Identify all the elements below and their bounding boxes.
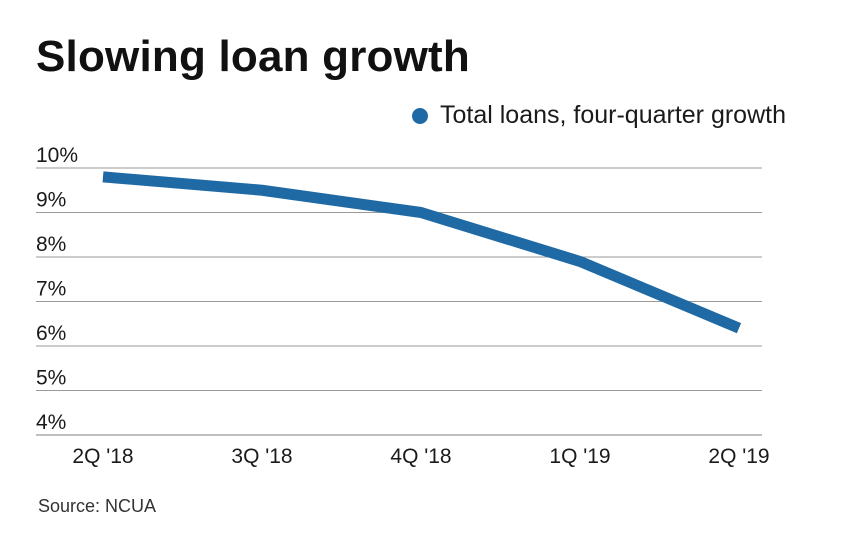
x-tick-label: 3Q '18 [231,445,292,468]
legend-label: Total loans, four-quarter growth [439,101,786,129]
y-tick-label: 7% [36,278,66,301]
y-tick-label: 6% [36,322,66,345]
series-layer [102,171,742,334]
y-axis-tick-labels: 10% 9% 8% 7% 6% 5% 4% [36,144,78,434]
chart-title: Slowing loan growth [36,32,470,81]
series-line [102,171,742,334]
x-tick-label: 2Q '18 [72,445,133,468]
x-axis-tick-labels: 2Q '18 3Q '18 4Q '18 1Q '19 2Q '19 [72,445,769,468]
x-tick-label: 4Q '18 [390,445,451,468]
legend: Total loans, four-quarter growth [411,101,786,130]
x-tick-label: 2Q '19 [708,445,769,468]
y-tick-label: 8% [36,233,66,256]
y-tick-label: 5% [36,367,66,390]
legend-marker [411,107,428,124]
grid-lines [36,167,762,436]
x-tick-label: 1Q '19 [549,445,610,468]
y-tick-label: 9% [36,189,66,212]
y-tick-label: 10% [36,144,78,167]
y-tick-label: 4% [36,411,66,434]
source-note: Source: NCUA [38,496,157,516]
